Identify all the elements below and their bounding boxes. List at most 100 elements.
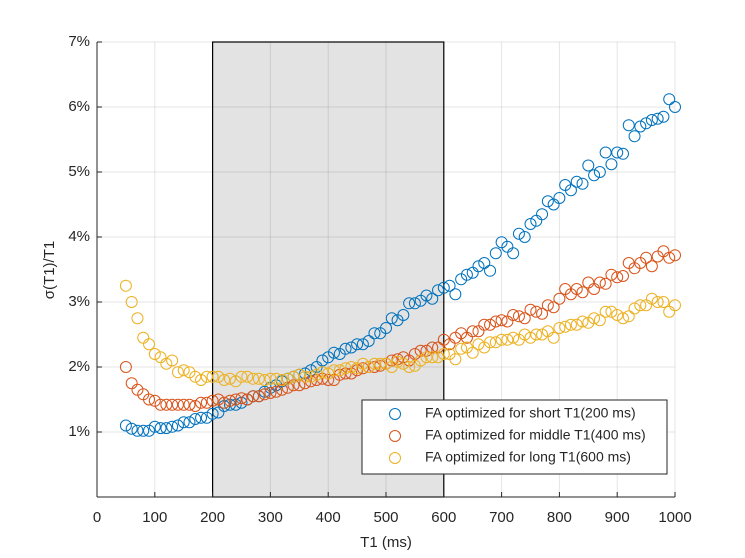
data-point bbox=[501, 333, 514, 346]
data-point bbox=[634, 120, 647, 133]
data-point bbox=[489, 315, 502, 328]
x-tick-label: 100 bbox=[142, 509, 167, 526]
data-point bbox=[495, 314, 508, 327]
data-point bbox=[206, 370, 219, 383]
data-point bbox=[223, 394, 236, 407]
data-point bbox=[657, 296, 670, 308]
data-point bbox=[611, 309, 624, 321]
data-point bbox=[414, 354, 427, 367]
x-axis-label: T1 (ms) bbox=[360, 534, 412, 551]
data-point bbox=[593, 276, 606, 289]
legend-label: FA optimized for long T1(600 ms) bbox=[425, 449, 631, 465]
data-point bbox=[599, 277, 612, 290]
data-point bbox=[634, 299, 647, 312]
data-point bbox=[449, 353, 462, 366]
data-point bbox=[195, 411, 208, 424]
data-point bbox=[472, 338, 485, 351]
data-point bbox=[536, 208, 549, 221]
data-point bbox=[507, 331, 520, 344]
data-point bbox=[599, 305, 612, 318]
data-point bbox=[160, 357, 173, 370]
data-point bbox=[247, 390, 260, 403]
data-point bbox=[663, 93, 676, 106]
y-axis-label: σ(T1)/T1 bbox=[41, 241, 58, 299]
data-point bbox=[368, 327, 381, 340]
data-point bbox=[484, 336, 497, 349]
data-point bbox=[368, 357, 381, 370]
data-point bbox=[322, 374, 335, 386]
data-point bbox=[669, 249, 681, 262]
data-point bbox=[252, 372, 265, 385]
data-point bbox=[605, 268, 618, 281]
data-point bbox=[582, 159, 595, 172]
data-point bbox=[588, 169, 601, 182]
data-point bbox=[622, 310, 635, 323]
data-point bbox=[489, 336, 502, 349]
data-point bbox=[362, 335, 375, 347]
data-point bbox=[420, 289, 433, 302]
data-point bbox=[616, 147, 629, 160]
x-tick-label: 900 bbox=[605, 509, 630, 526]
data-point bbox=[437, 348, 450, 360]
data-point bbox=[218, 396, 231, 409]
data-point bbox=[553, 292, 566, 305]
data-point bbox=[524, 331, 537, 344]
data-point bbox=[663, 251, 676, 264]
data-point bbox=[171, 398, 184, 411]
data-point bbox=[645, 292, 658, 305]
data-point bbox=[258, 374, 271, 386]
data-point bbox=[148, 348, 161, 360]
data-point bbox=[119, 419, 132, 432]
data-point bbox=[119, 361, 132, 373]
data-point bbox=[206, 407, 219, 420]
data-point bbox=[541, 195, 554, 208]
data-point bbox=[645, 260, 658, 273]
data-point bbox=[171, 366, 184, 379]
data-point bbox=[304, 370, 317, 383]
data-point bbox=[171, 419, 184, 432]
data-point bbox=[362, 361, 375, 373]
data-point bbox=[628, 130, 641, 143]
data-point bbox=[616, 312, 629, 325]
data-point bbox=[218, 374, 231, 386]
data-point bbox=[275, 383, 288, 396]
data-point bbox=[426, 341, 439, 354]
data-point bbox=[327, 346, 340, 359]
legend-label: FA optimized for middle T1(400 ms) bbox=[425, 427, 646, 443]
data-point bbox=[593, 166, 606, 178]
data-point bbox=[645, 114, 658, 126]
x-tick-label: 700 bbox=[489, 509, 514, 526]
data-point bbox=[559, 320, 572, 333]
data-point bbox=[616, 270, 629, 282]
data-point bbox=[564, 318, 577, 331]
data-point bbox=[570, 175, 583, 188]
x-tick-label: 600 bbox=[431, 509, 456, 526]
data-point bbox=[524, 303, 537, 316]
data-point bbox=[408, 297, 421, 310]
data-point bbox=[131, 424, 144, 437]
data-point bbox=[588, 312, 601, 325]
data-point bbox=[466, 325, 479, 338]
data-point bbox=[518, 231, 531, 243]
data-point bbox=[536, 307, 549, 320]
data-point bbox=[374, 357, 387, 370]
data-point bbox=[628, 302, 641, 315]
data-point bbox=[466, 266, 479, 279]
data-point bbox=[478, 257, 491, 269]
data-point bbox=[322, 367, 335, 380]
data-point bbox=[593, 314, 606, 327]
data-point bbox=[507, 247, 520, 260]
data-point bbox=[663, 305, 676, 318]
data-point bbox=[339, 362, 352, 375]
data-point bbox=[420, 351, 433, 364]
data-point bbox=[148, 420, 161, 433]
data-point bbox=[235, 396, 248, 409]
data-point bbox=[339, 342, 352, 355]
data-point bbox=[582, 276, 595, 289]
data-point bbox=[275, 374, 288, 386]
data-point bbox=[200, 370, 213, 383]
data-point bbox=[143, 338, 156, 351]
data-point bbox=[380, 322, 392, 334]
y-tick-label: 7% bbox=[68, 33, 90, 50]
data-point bbox=[189, 400, 202, 412]
